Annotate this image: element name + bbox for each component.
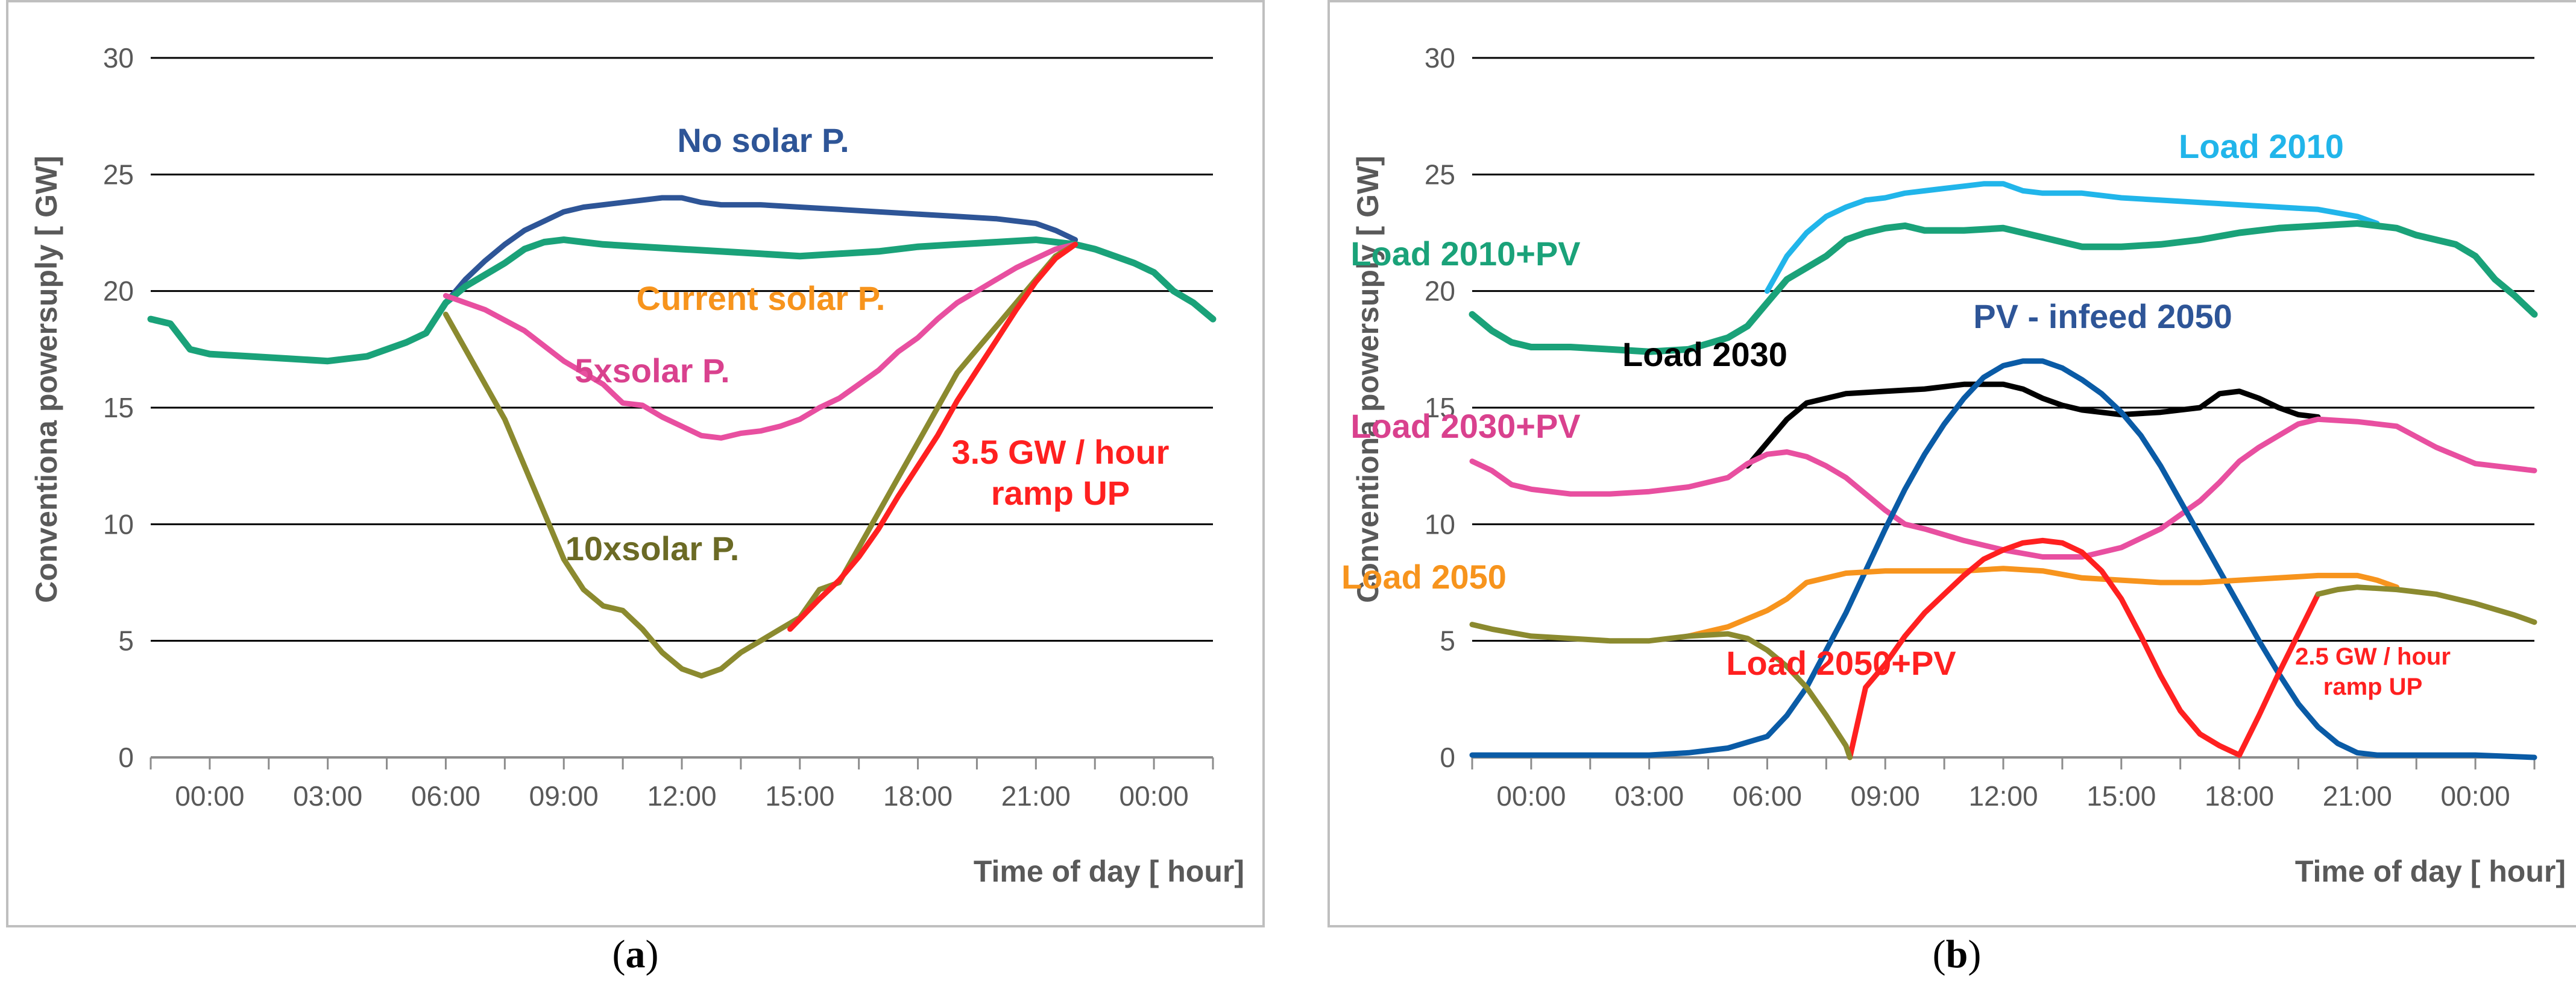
y-tick-label: 20 — [1425, 276, 1455, 307]
x-tick-label: 18:00 — [2205, 780, 2274, 812]
y-tick-label: 25 — [1425, 159, 1455, 190]
annotation-ramp-rate: 3.5 GW / hour — [952, 433, 1170, 471]
x-tick-label: 21:00 — [2323, 780, 2392, 812]
series-group — [147, 195, 1217, 679]
y-axis-title: Conventiona powersuply [ GW] — [1351, 156, 1385, 603]
annotation-load-2030-pv: Load 2030+PV — [1350, 407, 1580, 445]
series-line-pv-infeed-2050 — [1469, 358, 2537, 760]
series-line-olive-end — [2315, 584, 2537, 625]
axis-ticks: 0 5 10 15 20 25 30 00:00 03:00 06:00 09:00 12:00 15:… — [103, 42, 1189, 812]
series-line-no-solar-p — [442, 195, 1079, 306]
chart-a-svg: 0 5 10 15 20 25 30 00:00 03:00 06:00 09:00 12:00 15:… — [30, 42, 1244, 888]
annotation-load-2030: Load 2030 — [1622, 335, 1787, 373]
series-line-load-2050-pv — [1847, 537, 2243, 760]
annotation-load-2010-pv: Load 2010+PV — [1350, 235, 1580, 273]
series-line-load-2030 — [1745, 381, 2321, 469]
y-tick-label: 15 — [103, 392, 134, 423]
annotation-current-solar: Current solar P. — [637, 279, 886, 317]
caption-a: (a) — [612, 932, 659, 976]
y-tick-label: 0 — [118, 742, 134, 773]
annotation-load-2050: Load 2050 — [1341, 558, 1507, 596]
annotation-10xsolar: 10xsolar P. — [565, 529, 740, 567]
y-tick-label: 10 — [103, 508, 134, 540]
x-tick-label: 21:00 — [1001, 780, 1071, 812]
annotation-load-2050-pv: Load 2050+PV — [1726, 644, 1956, 682]
caption-label-b: b — [1945, 932, 1968, 976]
series-line-2-5-gw-hour-ramp-up — [2237, 591, 2321, 758]
x-tick-label: 18:00 — [883, 780, 953, 812]
x-tick-label: 03:00 — [1614, 780, 1684, 812]
series-line-3-5-gw-hour-ramp-up — [787, 241, 1079, 632]
series-line-olive — [1469, 622, 1853, 760]
x-tick-label: 15:00 — [765, 780, 834, 812]
annotation-load-2010: Load 2010 — [2179, 127, 2344, 165]
series-group — [1469, 181, 2538, 760]
x-tick-label: 00:00 — [175, 780, 244, 812]
grid-lines — [150, 57, 1214, 769]
x-tick-label: 09:00 — [1851, 780, 1920, 812]
x-axis-title: Time of day [ hour] — [2295, 854, 2566, 888]
x-tick-label: 03:00 — [293, 780, 362, 812]
chart-panel-a: 0 5 10 15 20 25 30 00:00 03:00 06:00 09:00 12:00 15:… — [6, 0, 1265, 927]
x-tick-label: 12:00 — [647, 780, 716, 812]
y-tick-label: 25 — [103, 159, 134, 190]
x-tick-label: 06:00 — [1733, 780, 1802, 812]
x-tick-label: 00:00 — [1120, 780, 1189, 812]
y-tick-label: 0 — [1440, 742, 1455, 773]
annotation-5xsolar: 5xsolar P. — [575, 352, 729, 390]
annotation-ramp-up: ramp UP — [2323, 674, 2423, 700]
annotation-ramp-up: ramp UP — [991, 474, 1130, 512]
annotation-no-solar: No solar P. — [677, 121, 849, 159]
y-tick-label: 10 — [1425, 508, 1455, 540]
series-line-5xsolar-p — [442, 241, 1079, 441]
series-line-load-2030-pv — [1469, 416, 2537, 560]
x-axis-title: Time of day [ hour] — [974, 854, 1244, 888]
x-tick-label: 00:00 — [2441, 780, 2510, 812]
y-tick-label: 5 — [118, 625, 134, 657]
y-tick-label: 30 — [1425, 42, 1455, 74]
series-line-10xsolar-p — [442, 241, 1079, 679]
x-tick-label: 15:00 — [2086, 780, 2156, 812]
y-axis-title: Conventiona powersuply [ GW] — [30, 156, 63, 603]
series-line-load-2010-pv — [1469, 220, 2538, 355]
annotation-ramp-rate: 2.5 GW / hour — [2295, 643, 2451, 670]
x-tick-label: 00:00 — [1496, 780, 1566, 812]
chart-panel-b: 0 5 10 15 20 25 30 00:00 03:00 06:00 09:00 12:00 15:… — [1327, 0, 2576, 927]
caption-label-a: a — [625, 932, 646, 976]
series-line-load-2010-pv — [147, 236, 1217, 365]
y-tick-label: 15 — [1425, 392, 1455, 423]
series-line-load-2050 — [1686, 566, 2400, 639]
caption-b: (b) — [1932, 932, 1982, 976]
x-tick-label: 12:00 — [1968, 780, 2038, 812]
series-line-load-2010 — [1764, 181, 2380, 294]
x-tick-label: 06:00 — [411, 780, 480, 812]
axis-ticks: 0 5 10 15 20 25 30 00:00 03:00 06:00 09:00 12:00 15:… — [1425, 42, 2510, 812]
y-tick-label: 5 — [1440, 625, 1455, 657]
y-tick-label: 20 — [103, 276, 134, 307]
x-tick-label: 09:00 — [529, 780, 599, 812]
y-tick-label: 30 — [103, 42, 134, 74]
annotation-pv-infeed: PV - infeed 2050 — [1973, 297, 2232, 335]
chart-b-svg: 0 5 10 15 20 25 30 00:00 03:00 06:00 09:00 12:00 15:… — [1341, 42, 2566, 888]
